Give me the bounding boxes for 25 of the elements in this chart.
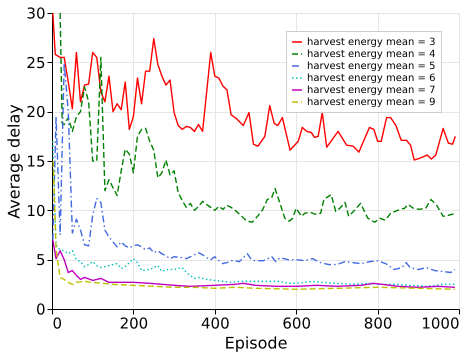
x-axis-title: Episode	[224, 334, 288, 352]
y-tick-label: 20	[26, 103, 46, 122]
line-series	[52, 13, 456, 161]
legend-label: harvest energy mean = 5	[307, 61, 436, 72]
x-tick-label: 400	[200, 314, 230, 332]
line-series	[59, 13, 456, 223]
y-tick-label: 30	[26, 4, 46, 22]
x-tick-label: 600	[282, 314, 312, 332]
legend-label: harvest energy mean = 3	[307, 37, 436, 48]
y-tick-label: 15	[26, 152, 46, 170]
legend-label: harvest energy mean = 9	[307, 97, 436, 108]
x-tick-label: 1000	[421, 314, 460, 332]
y-tick-label: 10	[26, 202, 46, 220]
line-series	[52, 239, 456, 288]
y-tick-label: 25	[26, 54, 46, 72]
x-tick-label: 800	[364, 314, 392, 332]
line-series	[52, 62, 456, 274]
y-tick-label: 5	[36, 251, 46, 270]
x-tick-label: 0	[52, 314, 62, 332]
legend-label: harvest energy mean = 7	[307, 85, 436, 96]
legend-label: harvest energy mean = 4	[307, 49, 436, 60]
y-axis-title: Average delay	[4, 104, 24, 219]
y-tick-label: 0	[36, 300, 46, 318]
legend-label: harvest energy mean = 6	[307, 73, 436, 84]
x-tick-label: 200	[120, 314, 148, 332]
